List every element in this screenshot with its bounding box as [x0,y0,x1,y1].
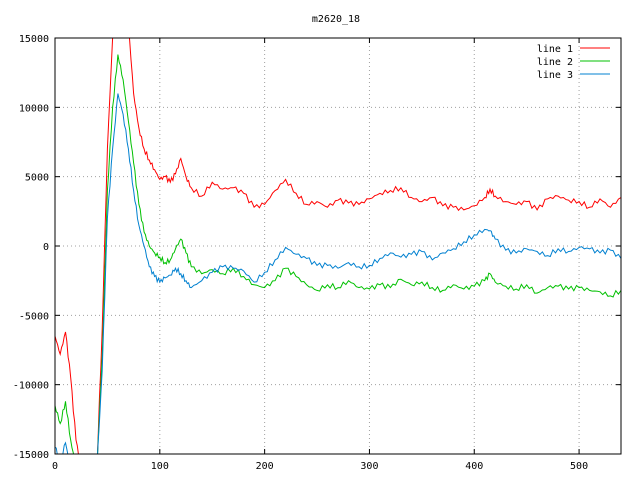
series-line-1 [55,38,621,454]
y-tick-label: 5000 [25,173,49,184]
series-group [55,38,621,454]
plot-frame [54,37,622,455]
y-tick-label: 15000 [19,34,49,45]
legend-label-1: line 1 [537,44,573,55]
y-tick-label: 10000 [19,103,49,114]
series-line-3 [55,93,621,454]
y-tick-label: -15000 [13,450,49,461]
y-tick-label: 0 [43,242,49,253]
x-tick-label: 0 [52,461,58,472]
chart-title: m2620_18 [312,14,360,25]
y-tick-label: -10000 [13,381,49,392]
x-tick-label: 400 [465,461,483,472]
legend-label-2: line 2 [537,57,573,68]
x-tick-label: 300 [360,461,378,472]
x-tick-label: 500 [570,461,588,472]
axes: 0 100 200 300 400 500 -15000 -10000 -5000 0 5000 10… [13,34,621,472]
series-line-2 [55,54,621,454]
x-tick-label: 200 [256,461,274,472]
x-tick-label: 100 [151,461,169,472]
legend: line 1 line 2 line 3 [537,44,610,81]
y-tick-label: -5000 [19,311,49,322]
legend-label-3: line 3 [537,70,573,81]
grid [55,38,621,454]
